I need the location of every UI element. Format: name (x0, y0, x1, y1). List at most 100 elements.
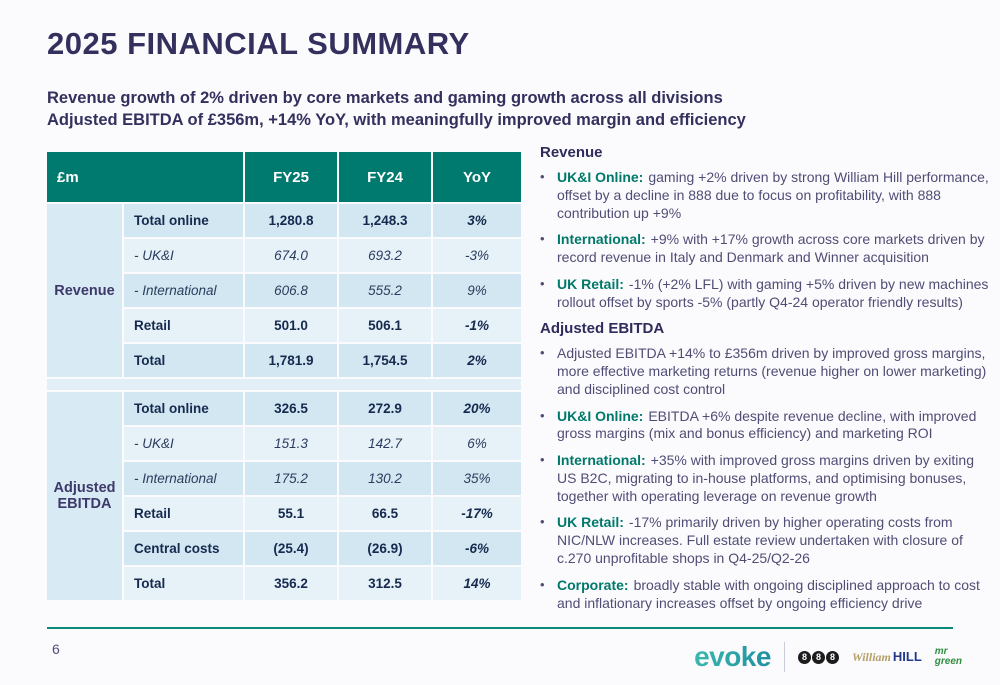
bullet-icon: • (540, 452, 545, 468)
cell-yoy: -6% (433, 532, 521, 565)
cell-yoy: 35% (433, 462, 521, 495)
cell-fy24: 555.2 (339, 274, 431, 307)
bullet-icon: • (540, 576, 545, 592)
bullet-text: broadly stable with ongoing disciplined … (557, 576, 980, 611)
logo-divider (783, 642, 785, 672)
bullet-text: +9% with +17% growth across core markets… (557, 231, 985, 266)
financial-summary-table: £m FY25 FY24 YoY Revenue Total online 1,… (45, 150, 523, 602)
unit-label: £m (47, 152, 243, 202)
section-label-revenue: Revenue (47, 204, 122, 377)
bullet-lead: International: (557, 452, 646, 469)
cell-fy25: 326.5 (245, 392, 337, 425)
list-item: • UK&I Online: gaming +2% driven by stron… (540, 169, 992, 222)
bullet-lead: International: (557, 231, 646, 248)
commentary-heading-ebitda: Adjusted EBITDA (540, 320, 665, 338)
bullet-text: -1% (+2% LFL) with gaming +5% driven by … (557, 275, 989, 310)
subtitle: Revenue growth of 2% driven by core mark… (47, 88, 746, 132)
section-separator (47, 379, 521, 390)
cell-fy25: (25.4) (245, 532, 337, 565)
cell-fy24: 693.2 (339, 239, 431, 272)
william-hill-logo: William HILL (851, 649, 922, 664)
bullet-text: +35% with improved gross margins driven … (557, 452, 974, 504)
cell-fy24: 130.2 (339, 462, 431, 495)
table-row: Retail 501.0 506.1 -1% (47, 309, 521, 342)
list-item: • UK&I Online: EBITDA +6% despite revenue… (540, 408, 992, 444)
cell-fy24: 1,754.5 (339, 344, 431, 377)
bullet-lead: UK Retail: (557, 275, 624, 292)
list-item: • International: +9% with +17% growth acr… (540, 231, 992, 267)
cell-fy24: 66.5 (339, 497, 431, 530)
bullet-icon: • (540, 275, 545, 291)
subtitle-line-1: Revenue growth of 2% driven by core mark… (47, 89, 723, 107)
list-item: • UK Retail: -1% (+2% LFL) with gaming +5… (540, 276, 992, 312)
list-item: • Adjusted EBITDA +14% to £356m driven b… (540, 345, 992, 398)
column-header-fy24: FY24 (339, 152, 431, 202)
table-row: - International 606.8 555.2 9% (47, 274, 521, 307)
row-label: Total (124, 344, 243, 377)
row-label: Retail (124, 497, 243, 530)
cell-fy25: 1,280.8 (245, 204, 337, 237)
row-label: Retail (124, 309, 243, 342)
cell-yoy: 3% (433, 204, 521, 237)
row-label: Total (124, 567, 243, 600)
bullet-lead: Corporate: (557, 576, 629, 593)
888-logo: 8 8 8 (797, 650, 839, 664)
list-item: • UK Retail: -17% primarily driven by hig… (540, 514, 992, 567)
table-row: - UK&I 151.3 142.7 6% (47, 427, 521, 460)
row-label: Central costs (124, 532, 243, 565)
list-item: • International: +35% with improved gross… (540, 452, 992, 505)
cell-fy24: 142.7 (339, 427, 431, 460)
commentary-panel: Revenue • UK&I Online: gaming +2% driven … (540, 144, 992, 621)
cell-fy24: 272.9 (339, 392, 431, 425)
row-label: - International (124, 462, 243, 495)
table-row: Adjusted EBITDA Total online 326.5 272.9… (47, 392, 521, 600)
bullet-text: Adjusted EBITDA +14% to £356m driven by … (557, 345, 987, 397)
table-row: Retail 55.1 66.5 -17% (47, 497, 521, 530)
table-header-row: £m FY25 FY24 YoY (47, 152, 521, 202)
cell-yoy: 2% (433, 344, 521, 377)
table-row: Central costs (25.4) (26.9) -6% (47, 532, 521, 565)
row-label: - UK&I (124, 427, 243, 460)
bullet-text: gaming +2% driven by strong William Hill… (557, 169, 989, 221)
cell-fy24: 312.5 (339, 567, 431, 600)
bullet-text: EBITDA +6% despite revenue decline, with… (557, 407, 977, 442)
mr-green-logo: mr green (934, 646, 962, 667)
cell-yoy: 6% (433, 427, 521, 460)
commentary-heading-revenue: Revenue (540, 144, 603, 161)
table-row: - International 175.2 130.2 35% (47, 462, 521, 495)
cell-yoy: -17% (433, 497, 521, 530)
cell-fy24: 506.1 (339, 309, 431, 342)
column-header-fy25: FY25 (245, 152, 337, 202)
cell-fy24: (26.9) (339, 532, 431, 565)
table-row: Total 356.2 312.5 14% (47, 567, 521, 600)
evoke-logo: evoke (694, 641, 771, 672)
cell-yoy: 14% (433, 567, 521, 600)
cell-fy25: 501.0 (245, 309, 337, 342)
cell-yoy: 9% (433, 274, 521, 307)
bullet-text: -17% primarily driven by higher operatin… (557, 514, 963, 567)
bullet-lead: UK&I Online: (557, 407, 644, 424)
subtitle-line-2: Adjusted EBITDA of £356m, +14% YoY, with… (47, 110, 746, 129)
bullet-lead: UK&I Online: (557, 169, 644, 185)
page-title: 2025 FINANCIAL SUMMARY (47, 26, 470, 61)
bullet-icon: • (540, 407, 545, 423)
section-label-adjusted-ebitda: Adjusted EBITDA (47, 392, 122, 600)
bullet-icon: • (540, 231, 545, 247)
table-row: - UK&I 674.0 693.2 -3% (47, 239, 521, 272)
cell-yoy: -1% (433, 309, 521, 342)
cell-fy25: 175.2 (245, 462, 337, 495)
table-row: Revenue Total online 1,280.8 1,248.3 3% (47, 204, 521, 377)
bullet-icon: • (540, 514, 545, 530)
table-row: Total 1,781.9 1,754.5 2% (47, 344, 521, 377)
cell-fy25: 674.0 (245, 239, 337, 272)
cell-fy24: 1,248.3 (339, 204, 431, 237)
row-label: - UK&I (124, 239, 243, 272)
row-label: Total online (124, 392, 243, 425)
column-header-yoy: YoY (433, 152, 521, 202)
cell-fy25: 55.1 (245, 497, 337, 530)
cell-fy25: 606.8 (245, 274, 337, 307)
list-item: • Corporate: broadly stable with ongoing … (540, 577, 992, 613)
cell-fy25: 151.3 (245, 427, 337, 460)
bullet-icon: • (540, 169, 545, 184)
page-number: 6 (52, 641, 60, 657)
